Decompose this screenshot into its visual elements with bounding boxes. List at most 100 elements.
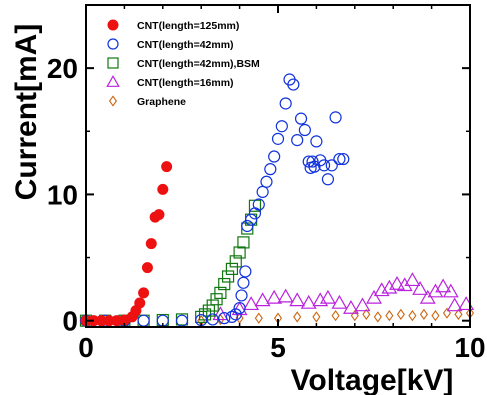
data-point [279,97,292,110]
data-point [229,308,242,321]
x-tick-label: 0 [78,332,94,363]
data-point [325,159,338,172]
data-point [331,294,348,309]
data-point [245,213,258,226]
data-point [221,270,235,283]
legend-marker [106,75,120,87]
data-point [210,293,223,306]
data-point [266,289,283,304]
legend-item: Graphene [108,95,186,108]
data-point [237,236,250,249]
data-point [373,311,382,323]
data-point [312,311,321,323]
legend-item: CNT(length=42mm),BSM [107,57,260,70]
legend-label: CNT(length=42mm),BSM [137,58,260,70]
data-point [333,152,346,166]
legend-marker [107,38,119,50]
series-0 [80,161,173,327]
data-point [310,135,323,148]
data-point [412,281,429,295]
data-point [134,297,146,309]
data-point [271,132,285,145]
data-point [268,150,281,163]
legend-marker [107,19,119,31]
data-point [206,299,219,312]
data-point [260,175,273,188]
data-point [366,289,382,304]
data-point [206,313,219,326]
data-point [317,159,331,172]
data-point [331,309,340,322]
data-point [396,277,413,292]
legend-label: CNT(length=16mm) [137,77,234,89]
data-point [321,173,335,186]
data-point [293,311,302,323]
tick-layer: 0 5 10 0 10 20 [47,5,486,363]
data-point [431,309,440,322]
series-layer [79,73,475,327]
data-point [442,283,459,298]
legend-label: Graphene [137,96,186,108]
x-axis-label: Voltage[kV] [291,364,454,395]
data-point [214,286,227,300]
data-point [343,299,359,314]
data-point [241,219,254,233]
legend-label: CNT(length=125mm) [137,20,239,32]
data-point [287,78,300,91]
series-1 [79,73,350,327]
data-point [218,277,231,291]
legend: CNT(length=125mm) CNT(length=42mm) CNT(len… [106,19,260,108]
data-point [385,309,394,322]
data-point [306,155,319,168]
data-point [141,262,153,274]
legend-marker [108,95,118,107]
data-point [254,292,271,307]
data-point [435,278,452,293]
data-point [419,308,428,321]
data-point [354,297,371,312]
y-tick-label: 20 [47,53,78,84]
data-point [161,161,173,173]
data-point [239,265,252,278]
data-point [212,306,229,321]
data-point [195,310,208,323]
data-point [329,111,342,124]
legend-item: CNT(length=125mm) [107,19,239,32]
data-point [264,163,277,176]
data-point [396,308,405,321]
data-point [252,198,265,211]
legend-marker [107,57,119,69]
y-tick-label: 10 [47,179,78,210]
data-point [233,301,246,315]
data-point [427,283,444,298]
data-point [350,309,359,322]
data-point [225,310,239,323]
data-point [300,294,317,309]
data-point [225,262,239,276]
data-point [291,134,304,147]
data-point [145,238,157,250]
data-point [243,296,260,311]
x-tick-label: 10 [454,332,485,363]
legend-label: CNT(length=42mm) [137,39,234,51]
data-point [408,309,417,322]
data-point [337,152,350,166]
data-point [254,312,263,324]
data-point [381,279,398,294]
data-point [446,297,463,312]
data-point [289,292,306,307]
data-point [298,123,311,137]
x-tick-label: 5 [270,332,286,363]
data-point [157,183,169,195]
data-point [237,276,250,289]
legend-item: CNT(length=16mm) [106,75,234,89]
data-point [233,246,246,259]
legend-item: CNT(length=42mm) [107,38,234,51]
data-point [442,307,452,319]
data-point [218,312,231,325]
series-3 [212,272,475,321]
data-point [235,289,248,302]
data-point [229,255,242,268]
